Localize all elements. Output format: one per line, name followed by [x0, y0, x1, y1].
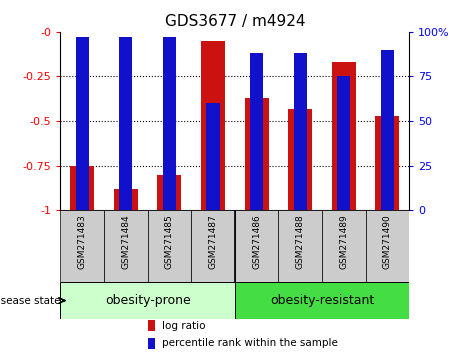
Text: GSM271483: GSM271483: [78, 214, 87, 269]
Bar: [76, 37, 89, 210]
Text: GSM271488: GSM271488: [296, 214, 305, 269]
Bar: [104, 210, 147, 282]
Bar: [158, 175, 181, 210]
Bar: [245, 98, 269, 210]
Bar: [235, 210, 279, 282]
Bar: [70, 166, 94, 210]
Text: GSM271486: GSM271486: [252, 214, 261, 269]
Bar: [375, 116, 399, 210]
Bar: [147, 338, 155, 349]
Bar: [114, 189, 138, 210]
Bar: [147, 320, 155, 331]
Bar: [332, 62, 356, 210]
Bar: [120, 37, 133, 210]
Bar: [60, 210, 104, 282]
Bar: [294, 53, 307, 210]
Text: obesity-resistant: obesity-resistant: [270, 294, 374, 307]
Bar: [163, 37, 176, 210]
Bar: [191, 210, 235, 282]
Text: GSM271484: GSM271484: [121, 214, 130, 269]
Text: percentile rank within the sample: percentile rank within the sample: [162, 338, 338, 348]
Bar: [148, 210, 191, 282]
Bar: [60, 282, 235, 319]
Bar: [365, 210, 409, 282]
Text: obesity-prone: obesity-prone: [105, 294, 191, 307]
Bar: [250, 53, 263, 210]
Bar: [279, 210, 322, 282]
Text: GSM271485: GSM271485: [165, 214, 174, 269]
Bar: [288, 109, 312, 210]
Bar: [337, 76, 350, 210]
Bar: [201, 41, 225, 210]
Text: GSM271490: GSM271490: [383, 214, 392, 269]
Text: log ratio: log ratio: [162, 321, 205, 331]
Bar: [206, 103, 219, 210]
Bar: [322, 210, 365, 282]
Bar: [235, 282, 409, 319]
Bar: [381, 50, 394, 210]
Text: GSM271487: GSM271487: [208, 214, 218, 269]
Text: GSM271489: GSM271489: [339, 214, 348, 269]
Text: disease state: disease state: [0, 296, 60, 306]
Title: GDS3677 / m4924: GDS3677 / m4924: [165, 14, 305, 29]
